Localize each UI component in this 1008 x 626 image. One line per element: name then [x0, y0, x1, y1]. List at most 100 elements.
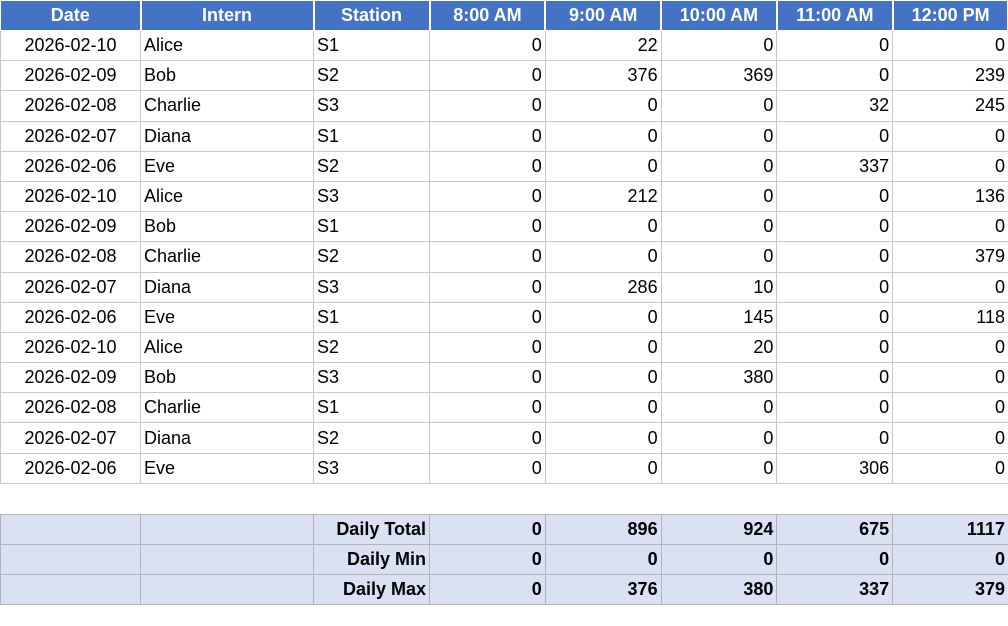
hour-value-cell[interactable]: 0: [660, 120, 778, 152]
hour-value-cell[interactable]: 145: [660, 301, 778, 333]
hour-value-cell[interactable]: 0: [429, 392, 546, 424]
header-cell-9am[interactable]: 9:00 AM: [544, 0, 663, 31]
hour-value-cell[interactable]: 0: [429, 331, 546, 364]
hour-value-cell[interactable]: 0: [892, 422, 1008, 454]
station-cell[interactable]: S2: [313, 150, 430, 182]
hour-value-cell[interactable]: 0: [660, 392, 778, 424]
intern-cell[interactable]: Eve: [140, 301, 314, 333]
summary-empty-cell[interactable]: [0, 574, 141, 606]
hour-value-cell[interactable]: 20: [660, 331, 778, 364]
hour-value-cell[interactable]: 0: [776, 422, 894, 454]
summary-value-cell[interactable]: 896: [544, 513, 662, 546]
intern-cell[interactable]: Bob: [140, 362, 314, 394]
hour-value-cell[interactable]: 0: [776, 362, 894, 394]
hour-value-cell[interactable]: 0: [544, 392, 662, 424]
hour-value-cell[interactable]: 0: [776, 241, 894, 273]
date-cell[interactable]: 2026-02-07: [0, 120, 141, 152]
station-cell[interactable]: S1: [313, 29, 430, 62]
hour-value-cell[interactable]: 0: [429, 29, 546, 62]
date-cell[interactable]: 2026-02-09: [0, 211, 141, 243]
empty-cell[interactable]: [1, 483, 141, 514]
date-cell[interactable]: 2026-02-07: [0, 422, 141, 454]
summary-value-cell[interactable]: 0: [892, 543, 1008, 576]
station-cell[interactable]: S1: [313, 392, 430, 424]
station-cell[interactable]: S1: [313, 120, 430, 152]
intern-cell[interactable]: Charlie: [140, 392, 314, 424]
station-cell[interactable]: S1: [313, 301, 430, 333]
header-cell-10am[interactable]: 10:00 AM: [660, 0, 778, 31]
summary-empty-cell[interactable]: [140, 574, 314, 606]
summary-value-cell[interactable]: 379: [892, 574, 1008, 606]
station-cell[interactable]: S2: [313, 331, 430, 364]
intern-cell[interactable]: Charlie: [140, 241, 314, 273]
summary-value-cell[interactable]: 0: [544, 543, 662, 576]
hour-value-cell[interactable]: 0: [429, 271, 546, 303]
date-cell[interactable]: 2026-02-06: [0, 150, 141, 182]
hour-value-cell[interactable]: 0: [429, 452, 546, 484]
station-cell[interactable]: S2: [313, 60, 430, 92]
intern-cell[interactable]: Diana: [140, 271, 314, 303]
station-cell[interactable]: S3: [313, 90, 430, 122]
summary-empty-cell[interactable]: [140, 513, 314, 546]
summary-value-cell[interactable]: 0: [776, 543, 894, 576]
summary-value-cell[interactable]: 675: [776, 513, 894, 546]
date-cell[interactable]: 2026-02-08: [0, 241, 141, 273]
hour-value-cell[interactable]: 0: [660, 90, 778, 122]
hour-value-cell[interactable]: 0: [776, 120, 894, 152]
hour-value-cell[interactable]: 0: [429, 180, 546, 213]
date-cell[interactable]: 2026-02-07: [0, 271, 141, 303]
empty-cell[interactable]: [893, 483, 1008, 514]
hour-value-cell[interactable]: 0: [544, 362, 662, 394]
hour-value-cell[interactable]: 0: [429, 362, 546, 394]
empty-cell[interactable]: [661, 483, 777, 514]
hour-value-cell[interactable]: 0: [892, 120, 1008, 152]
date-cell[interactable]: 2026-02-10: [0, 331, 141, 364]
hour-value-cell[interactable]: 369: [660, 60, 778, 92]
hour-value-cell[interactable]: 0: [429, 211, 546, 243]
summary-value-cell[interactable]: 337: [776, 574, 894, 606]
hour-value-cell[interactable]: 337: [776, 150, 894, 182]
hour-value-cell[interactable]: 0: [660, 211, 778, 243]
intern-cell[interactable]: Bob: [140, 211, 314, 243]
hour-value-cell[interactable]: 212: [544, 180, 662, 213]
hour-value-cell[interactable]: 0: [892, 211, 1008, 243]
hour-value-cell[interactable]: 0: [544, 241, 662, 273]
summary-value-cell[interactable]: 0: [429, 574, 546, 606]
intern-cell[interactable]: Alice: [140, 180, 314, 213]
date-cell[interactable]: 2026-02-08: [0, 392, 141, 424]
hour-value-cell[interactable]: 0: [544, 211, 662, 243]
hour-value-cell[interactable]: 0: [429, 90, 546, 122]
hour-value-cell[interactable]: 0: [544, 150, 662, 182]
hour-value-cell[interactable]: 376: [544, 60, 662, 92]
hour-value-cell[interactable]: 10: [660, 271, 778, 303]
hour-value-cell[interactable]: 239: [892, 60, 1008, 92]
intern-cell[interactable]: Eve: [140, 150, 314, 182]
hour-value-cell[interactable]: 0: [776, 301, 894, 333]
intern-cell[interactable]: Bob: [140, 60, 314, 92]
hour-value-cell[interactable]: 0: [429, 150, 546, 182]
date-cell[interactable]: 2026-02-10: [0, 180, 141, 213]
hour-value-cell[interactable]: 286: [544, 271, 662, 303]
hour-value-cell[interactable]: 32: [776, 90, 894, 122]
date-cell[interactable]: 2026-02-10: [0, 29, 141, 62]
station-cell[interactable]: S2: [313, 422, 430, 454]
hour-value-cell[interactable]: 0: [660, 452, 778, 484]
station-cell[interactable]: S3: [313, 180, 430, 213]
summary-label[interactable]: Daily Min: [313, 543, 430, 576]
date-cell[interactable]: 2026-02-06: [0, 452, 141, 484]
date-cell[interactable]: 2026-02-09: [0, 60, 141, 92]
station-cell[interactable]: S3: [313, 271, 430, 303]
summary-value-cell[interactable]: 0: [660, 543, 778, 576]
empty-cell[interactable]: [545, 483, 661, 514]
header-cell-intern[interactable]: Intern: [140, 0, 315, 31]
summary-empty-cell[interactable]: [0, 543, 141, 576]
hour-value-cell[interactable]: 0: [660, 29, 778, 62]
hour-value-cell[interactable]: 0: [776, 331, 894, 364]
hour-value-cell[interactable]: 245: [892, 90, 1008, 122]
intern-cell[interactable]: Eve: [140, 452, 314, 484]
summary-empty-cell[interactable]: [0, 513, 141, 546]
summary-value-cell[interactable]: 924: [660, 513, 778, 546]
hour-value-cell[interactable]: 0: [776, 180, 894, 213]
date-cell[interactable]: 2026-02-09: [0, 362, 141, 394]
header-cell-date[interactable]: Date: [0, 0, 142, 31]
